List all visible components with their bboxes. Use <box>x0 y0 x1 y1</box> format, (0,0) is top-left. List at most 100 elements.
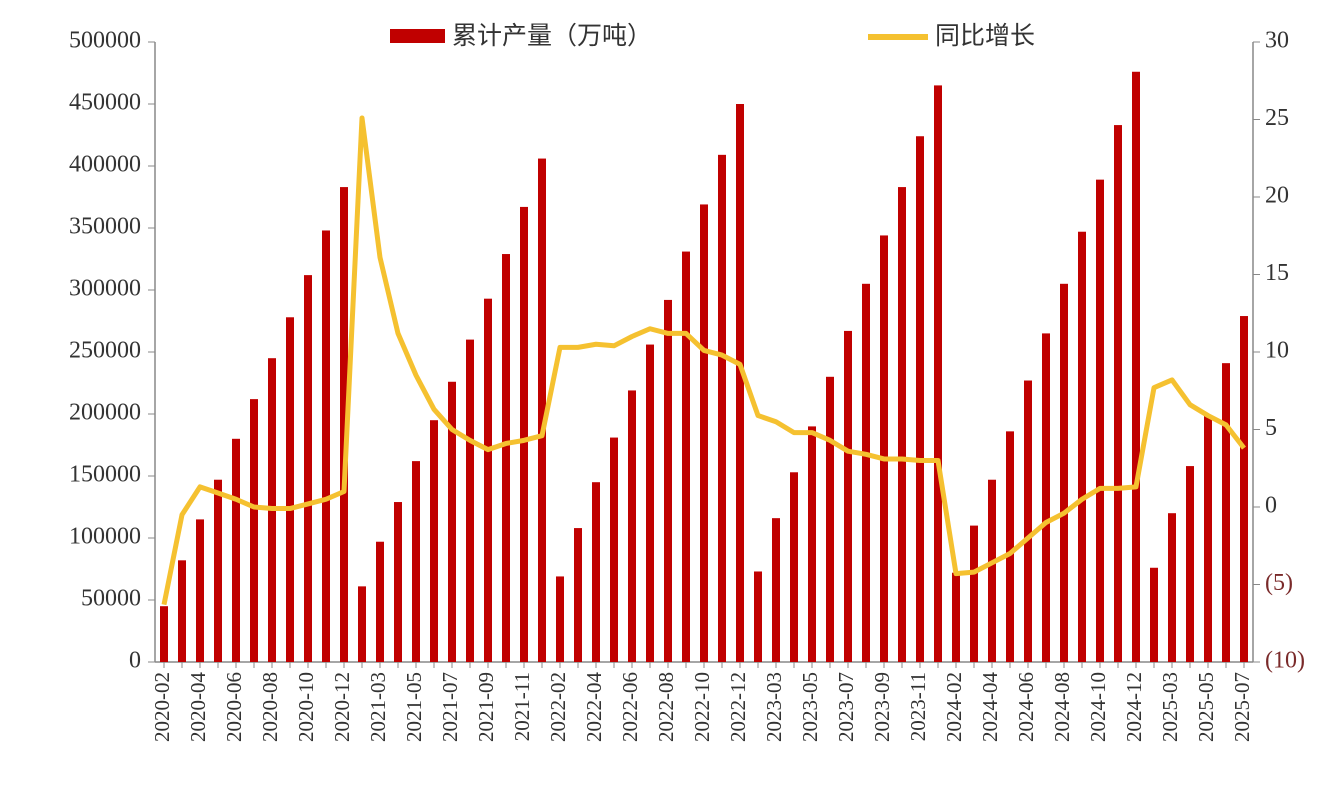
bar <box>538 158 546 662</box>
bar <box>1150 567 1158 662</box>
y2-tick-label: 20 <box>1265 183 1289 209</box>
x-tick-label: 2024-04 <box>978 672 1002 742</box>
line <box>161 115 1246 606</box>
y2-tick-label: 30 <box>1265 28 1289 54</box>
y2-tick-label: 5 <box>1265 415 1277 441</box>
bar <box>430 420 438 662</box>
x-tick-label: 2020-12 <box>330 672 354 742</box>
bar <box>736 104 744 662</box>
y2-tick-label: (5) <box>1265 570 1293 596</box>
bar <box>160 606 168 662</box>
bar <box>700 204 708 662</box>
bar <box>340 187 348 662</box>
y2-tick-label: 10 <box>1265 338 1289 364</box>
y-tick-label: 500000 <box>69 28 141 54</box>
bar <box>952 572 960 662</box>
bar <box>916 136 924 663</box>
bar <box>466 339 474 662</box>
bar <box>898 187 906 662</box>
bar <box>970 525 978 662</box>
bar <box>772 518 780 662</box>
bar <box>880 235 888 662</box>
bar <box>322 230 330 663</box>
x-tick-label: 2022-04 <box>582 672 606 742</box>
bar <box>286 317 294 662</box>
bar <box>304 275 312 662</box>
legend-label: 累计产量（万吨） <box>452 21 652 50</box>
x-tick-label: 2021-07 <box>438 672 462 742</box>
x-tick-label: 2022-06 <box>618 672 642 742</box>
bar <box>1186 466 1194 662</box>
bar <box>556 576 564 662</box>
x-tick-label: 2021-11 <box>510 672 534 741</box>
x-tick-label: 2023-07 <box>834 672 858 742</box>
y-tick-label: 350000 <box>69 214 141 240</box>
x-tick-label: 2023-05 <box>798 672 822 742</box>
bar <box>1132 71 1140 662</box>
x-tick-label: 2023-09 <box>870 672 894 742</box>
x-tick-label: 2021-05 <box>402 672 426 742</box>
bar <box>664 299 672 662</box>
x-tick-label: 2024-10 <box>1086 672 1110 742</box>
x-tick-label: 2022-12 <box>726 672 750 742</box>
x-tick-label: 2021-03 <box>366 672 390 742</box>
bar <box>790 472 798 662</box>
x-tick-label: 2020-02 <box>150 672 174 742</box>
x-tick-label: 2023-11 <box>906 672 930 741</box>
y2-tick-label: (10) <box>1265 648 1305 674</box>
bar <box>1096 179 1104 662</box>
y-tick-label: 200000 <box>69 400 141 426</box>
bar <box>646 344 654 662</box>
bar <box>574 528 582 662</box>
y2-tick-label: 15 <box>1265 260 1289 286</box>
bar <box>1006 431 1014 662</box>
bar <box>718 154 726 662</box>
x-tick-label: 2025-05 <box>1194 672 1218 742</box>
x-tick-label: 2025-07 <box>1230 672 1254 742</box>
x-tick-label: 2025-03 <box>1158 672 1182 742</box>
y2-tick-label: 25 <box>1265 105 1289 131</box>
bar <box>232 438 240 662</box>
bar <box>250 399 258 662</box>
legend-swatch <box>390 29 445 43</box>
x-tick-label: 2024-08 <box>1050 672 1074 742</box>
x-tick-label: 2023-03 <box>762 672 786 742</box>
y-tick-label: 450000 <box>69 90 141 116</box>
x-tick-label: 2020-08 <box>258 672 282 742</box>
bar <box>412 461 420 662</box>
bar <box>1060 283 1068 662</box>
y-tick-label: 250000 <box>69 338 141 364</box>
x-tick-label: 2024-06 <box>1014 672 1038 742</box>
x-tick-label: 2022-08 <box>654 672 678 742</box>
bar <box>214 479 222 662</box>
x-tick-label: 2022-02 <box>546 672 570 742</box>
bar <box>1204 415 1212 662</box>
bar <box>988 479 996 662</box>
bar <box>394 502 402 662</box>
bar <box>1078 231 1086 662</box>
bar <box>1114 125 1122 662</box>
bar <box>1168 513 1176 662</box>
bar <box>754 571 762 662</box>
bar <box>808 426 816 662</box>
bar <box>610 437 618 662</box>
bar <box>502 254 510 663</box>
bar <box>448 381 456 662</box>
x-tick-label: 2020-06 <box>222 672 246 742</box>
bar <box>826 376 834 662</box>
bar <box>682 251 690 662</box>
y-tick-label: 300000 <box>69 276 141 302</box>
y-tick-label: 150000 <box>69 462 141 488</box>
y-tick-label: 50000 <box>81 586 141 612</box>
y-tick-label: 100000 <box>69 524 141 550</box>
y-tick-label: 400000 <box>69 152 141 178</box>
bar <box>844 330 852 662</box>
bar <box>628 390 636 662</box>
x-tick-label: 2024-12 <box>1122 672 1146 742</box>
x-tick-label: 2021-09 <box>474 672 498 742</box>
y-tick-label: 0 <box>129 648 141 674</box>
legend-label: 同比增长 <box>935 21 1035 50</box>
bar <box>592 482 600 662</box>
bar <box>1240 316 1248 662</box>
